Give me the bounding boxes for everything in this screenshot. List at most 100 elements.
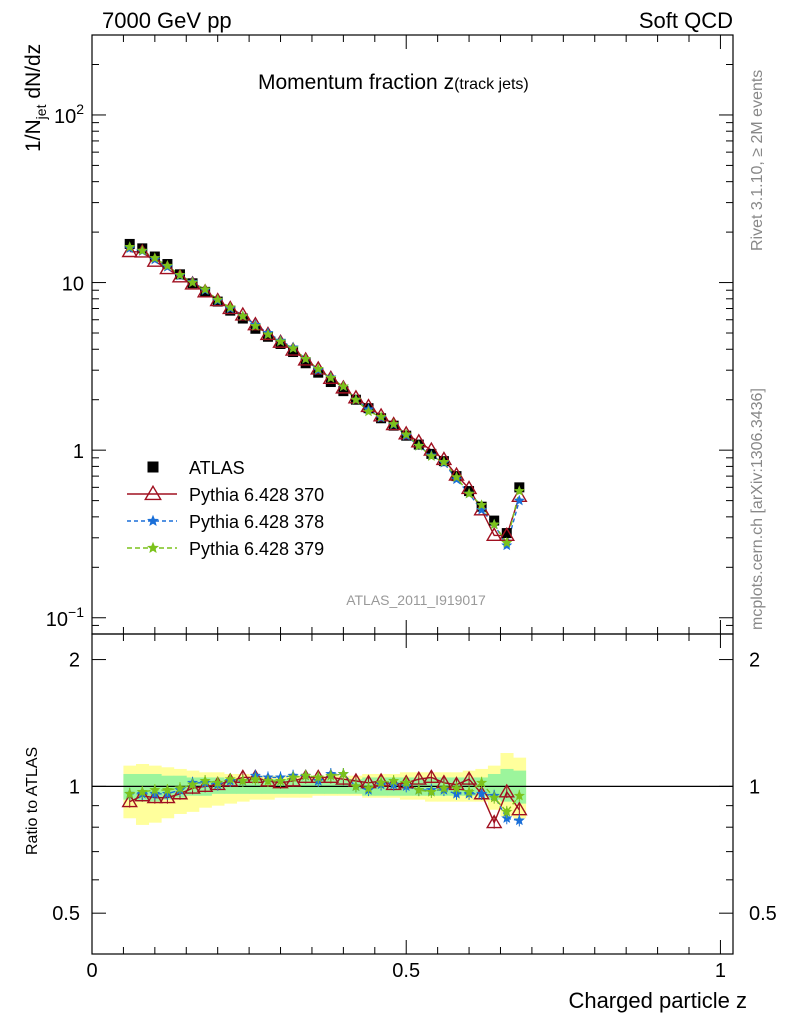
ratio-point-mc370 bbox=[423, 769, 440, 784]
point-mc379 bbox=[337, 380, 349, 392]
point-mc379 bbox=[438, 456, 450, 467]
ratio-point-mc379 bbox=[501, 805, 513, 817]
x-tick-label: 0.5 bbox=[392, 960, 420, 982]
legend-marker-data bbox=[147, 461, 159, 473]
point-mc379 bbox=[199, 283, 211, 295]
ratio-series bbox=[121, 767, 528, 829]
point-mc379 bbox=[300, 353, 312, 364]
point-mc379 bbox=[149, 252, 161, 263]
ratio-point-mc379 bbox=[413, 784, 425, 795]
point-mc370 bbox=[159, 260, 176, 275]
point-mc370 bbox=[347, 389, 365, 404]
ratio-point-mc379 bbox=[212, 777, 224, 788]
ratio-y-tick-label-right: 2 bbox=[749, 650, 760, 672]
ratio-y-axis-label: Ratio to ATLAS bbox=[24, 747, 41, 855]
ratio-y-tick-label-left: 2 bbox=[69, 650, 80, 672]
point-mc379 bbox=[224, 301, 236, 313]
point-mc379 bbox=[124, 241, 136, 252]
ratio-point-mc370 bbox=[322, 769, 340, 784]
point-mc379 bbox=[212, 293, 224, 305]
ratio-panel: 2 21 10.5 0.5 0 0.5 1 Ratio to ATLAS Charged … bbox=[24, 633, 777, 1013]
legend-label-mc370: Pythia 6.428 370 bbox=[189, 485, 324, 505]
point-mc379 bbox=[174, 269, 186, 280]
ratio-point-mc370 bbox=[134, 787, 151, 802]
point-mc379 bbox=[312, 363, 324, 374]
point-mc379 bbox=[413, 440, 425, 451]
ratio-point-mc370 bbox=[121, 793, 138, 808]
point-mc379 bbox=[375, 411, 387, 422]
x-tick-label: 0 bbox=[86, 960, 97, 982]
legend-label-mc378: Pythia 6.428 378 bbox=[189, 512, 324, 532]
ratio-point-mc379 bbox=[488, 791, 500, 803]
header-energy: 7000 GeV pp bbox=[102, 8, 232, 33]
ratio-point-mc379 bbox=[287, 771, 299, 783]
ratio-point-mc379 bbox=[513, 790, 525, 801]
ratio-point-mc370 bbox=[171, 785, 189, 800]
x-tick-label: 1 bbox=[715, 960, 726, 982]
point-mc379 bbox=[287, 342, 299, 354]
ratio-point-mc379 bbox=[187, 778, 199, 790]
point-mc379 bbox=[187, 276, 199, 288]
ratio-point-mc379 bbox=[388, 775, 400, 786]
point-mc379 bbox=[388, 418, 400, 429]
ratio-point-mc379 bbox=[262, 775, 274, 786]
point-mc370 bbox=[284, 341, 302, 356]
point-mc379 bbox=[513, 485, 525, 496]
point-data bbox=[250, 323, 261, 334]
chart-title: Momentum fraction z(track jets) bbox=[258, 71, 529, 94]
point-mc370 bbox=[184, 275, 201, 290]
point-data bbox=[501, 528, 512, 539]
ratio-point-mc379 bbox=[161, 784, 173, 795]
point-mc379 bbox=[463, 487, 475, 499]
tick-base: 10 bbox=[54, 106, 76, 128]
ratio-point-mc379 bbox=[300, 769, 312, 781]
point-data bbox=[288, 347, 299, 358]
point-mc379 bbox=[450, 471, 462, 482]
tick-base: 10 bbox=[46, 609, 68, 631]
ratio-ticks bbox=[91, 634, 733, 955]
ratio-point-mc378 bbox=[513, 814, 525, 826]
legend-label-data: ATLAS bbox=[189, 458, 245, 478]
ratio-point-mc379 bbox=[149, 784, 161, 795]
main-y-tick-label: 10−1 bbox=[46, 604, 84, 631]
ratio-point-mc370 bbox=[335, 770, 352, 785]
legend: ATLAS Pythia 6.428 370 Pythia 6.428 378 Pyt… bbox=[127, 458, 324, 559]
tick-base: 1 bbox=[73, 441, 84, 463]
point-mc370 bbox=[171, 268, 189, 283]
analysis-tag: ATLAS_2011_I919017 bbox=[346, 592, 486, 608]
point-mc370 bbox=[146, 252, 164, 267]
x-axis-label: Charged particle z bbox=[568, 988, 747, 1013]
point-mc379 bbox=[275, 335, 287, 347]
ratio-y-tick-label-left: 0.5 bbox=[52, 903, 80, 925]
ratio-point-mc370 bbox=[184, 779, 201, 794]
ratio-point-mc379 bbox=[224, 773, 236, 784]
x-tick-labels: 0 0.5 1 bbox=[86, 960, 726, 982]
ratio-point-mc370 bbox=[196, 777, 214, 792]
main-ticks bbox=[91, 34, 733, 635]
ratio-point-mc379 bbox=[375, 777, 387, 788]
point-mc379 bbox=[249, 320, 261, 331]
ratio-point-mc379 bbox=[463, 786, 475, 797]
generator-info: Rivet 3.1.10, ≥ 2M events bbox=[749, 70, 766, 251]
ratio-point-mc370 bbox=[460, 770, 478, 785]
source-info: mcplots.cern.ch [arXiv:1306.3436] bbox=[749, 388, 766, 630]
tick-exponent: 2 bbox=[76, 101, 84, 117]
chart-title-sub: (track jets) bbox=[454, 76, 529, 93]
point-mc370 bbox=[196, 283, 214, 298]
ratio-y-tick-label-right: 0.5 bbox=[749, 903, 777, 925]
ratio-point-mc379 bbox=[199, 775, 211, 786]
point-mc379 bbox=[237, 310, 249, 321]
y-label-main: 1/N bbox=[22, 119, 45, 152]
ratio-point-mc370 bbox=[297, 769, 314, 784]
main-y-tick-label: 102 bbox=[54, 101, 84, 128]
ratio-point-mc379 bbox=[325, 769, 337, 781]
header-process: Soft QCD bbox=[639, 8, 733, 33]
ratio-point-mc370 bbox=[159, 789, 176, 804]
chart-title-main: Momentum fraction z bbox=[258, 71, 454, 94]
ratio-point-mc379 bbox=[275, 775, 287, 786]
legend-marker-mc378 bbox=[147, 514, 159, 527]
point-mc370 bbox=[297, 351, 314, 366]
legend-marker-mc379 bbox=[147, 541, 159, 554]
